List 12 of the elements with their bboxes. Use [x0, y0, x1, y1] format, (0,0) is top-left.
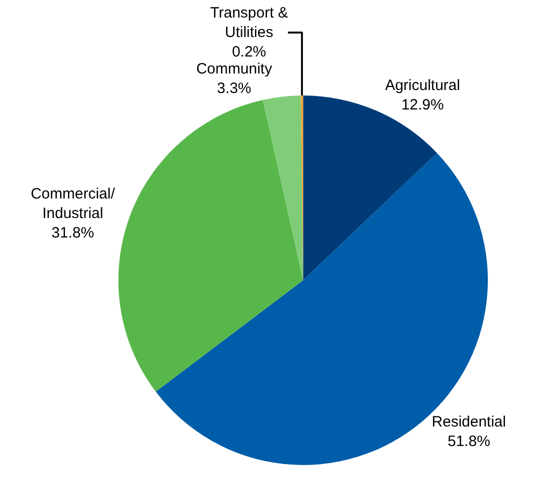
data-label: 31.8%	[52, 224, 94, 242]
data-label: 3.3%	[217, 80, 252, 98]
slice-label: Residential	[432, 413, 506, 430]
slice-label: Transport & Utilities	[210, 4, 288, 42]
slice-label: Agricultural	[385, 76, 460, 94]
data-label: 12.9%	[401, 96, 444, 114]
slice-label: Commercial/ Industrial	[30, 185, 116, 222]
pie-slice	[262, 96, 304, 280]
data-label: 0.2%	[232, 44, 266, 61]
slice-label: Community	[196, 60, 273, 78]
data-label: 51.8%	[448, 432, 490, 450]
pie-slice	[118, 100, 304, 392]
